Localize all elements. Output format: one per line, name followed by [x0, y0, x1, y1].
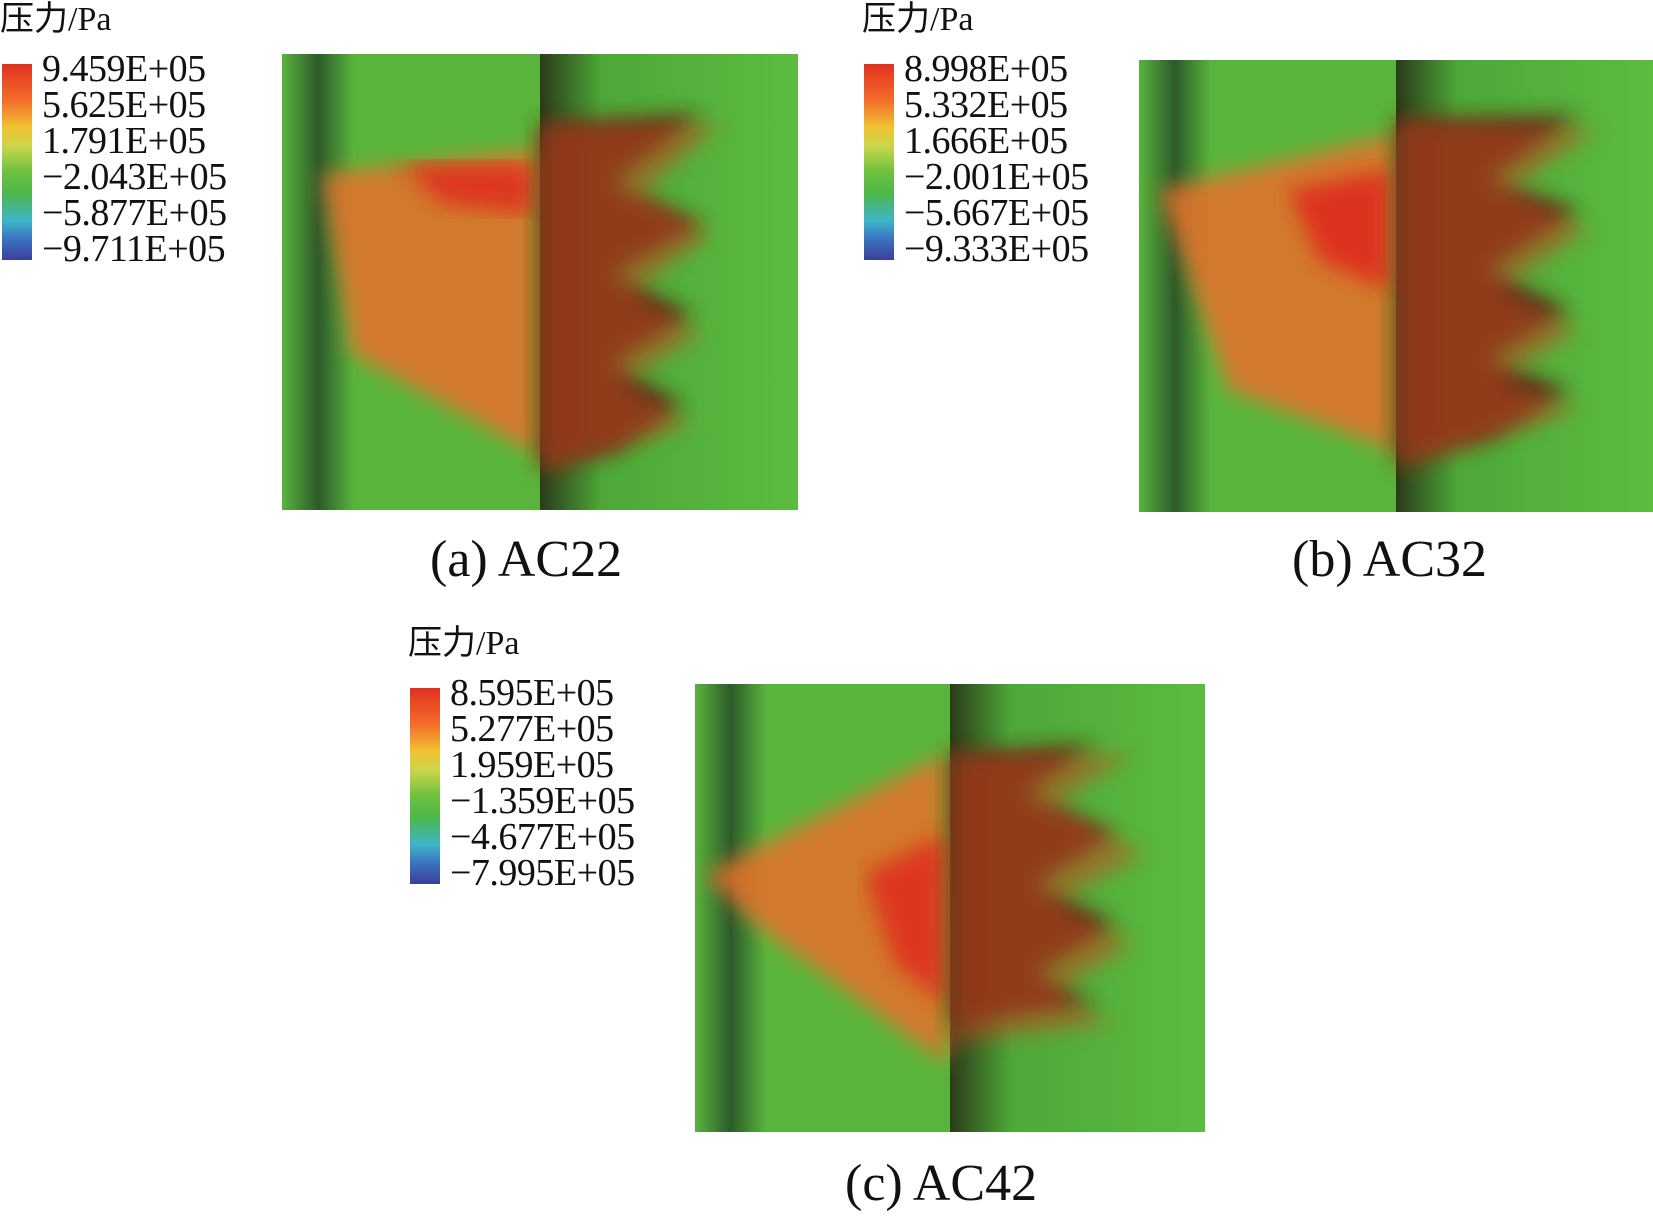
pressure-field-a [282, 54, 798, 510]
colorbar-b [864, 64, 894, 260]
caption-c: (c) AC42 [845, 1155, 1038, 1212]
tick-c-0: 8.595E+05 [450, 672, 614, 714]
colorbar-c [410, 688, 440, 884]
tick-c-3: −1.359E+05 [450, 780, 635, 822]
tick-b-0: 8.998E+05 [904, 48, 1068, 90]
tick-b-3: −2.001E+05 [904, 156, 1089, 198]
pressure-field-c [695, 684, 1205, 1132]
tick-c-4: −4.677E+05 [450, 816, 635, 858]
legend-b: 压力/Pa 8.998E+05 5.332E+05 1.666E+05 −2.0… [862, 0, 1142, 270]
tick-c-2: 1.959E+05 [450, 744, 614, 786]
tick-b-4: −5.667E+05 [904, 192, 1089, 234]
legend-title-a: 压力/Pa [0, 1, 112, 38]
legend-title-c: 压力/Pa [408, 625, 520, 662]
caption-a: (a) AC22 [430, 531, 623, 588]
tick-a-2: 1.791E+05 [42, 120, 206, 162]
tick-a-5: −9.711E+05 [42, 228, 226, 270]
tick-c-1: 5.277E+05 [450, 708, 614, 750]
tick-b-5: −9.333E+05 [904, 228, 1089, 270]
legend-c: 压力/Pa 8.595E+05 5.277E+05 1.959E+05 −1.3… [408, 624, 688, 894]
colorbar-a [2, 64, 32, 260]
field-svg-a [282, 54, 798, 510]
tick-c-5: −7.995E+05 [450, 852, 635, 894]
tick-a-0: 9.459E+05 [42, 48, 206, 90]
tick-b-2: 1.666E+05 [904, 120, 1068, 162]
caption-b: (b) AC32 [1292, 531, 1487, 588]
tick-a-4: −5.877E+05 [42, 192, 227, 234]
field-svg-c [695, 684, 1205, 1132]
field-svg-b [1139, 60, 1653, 512]
tick-b-1: 5.332E+05 [904, 84, 1068, 126]
legend-title-b: 压力/Pa [862, 1, 974, 38]
tick-a-1: 5.625E+05 [42, 84, 206, 126]
tick-a-3: −2.043E+05 [42, 156, 227, 198]
pressure-field-b [1139, 60, 1653, 512]
legend-a: 压力/Pa 9.459E+05 5.625E+05 1.791E+05 −2.0… [0, 0, 270, 270]
